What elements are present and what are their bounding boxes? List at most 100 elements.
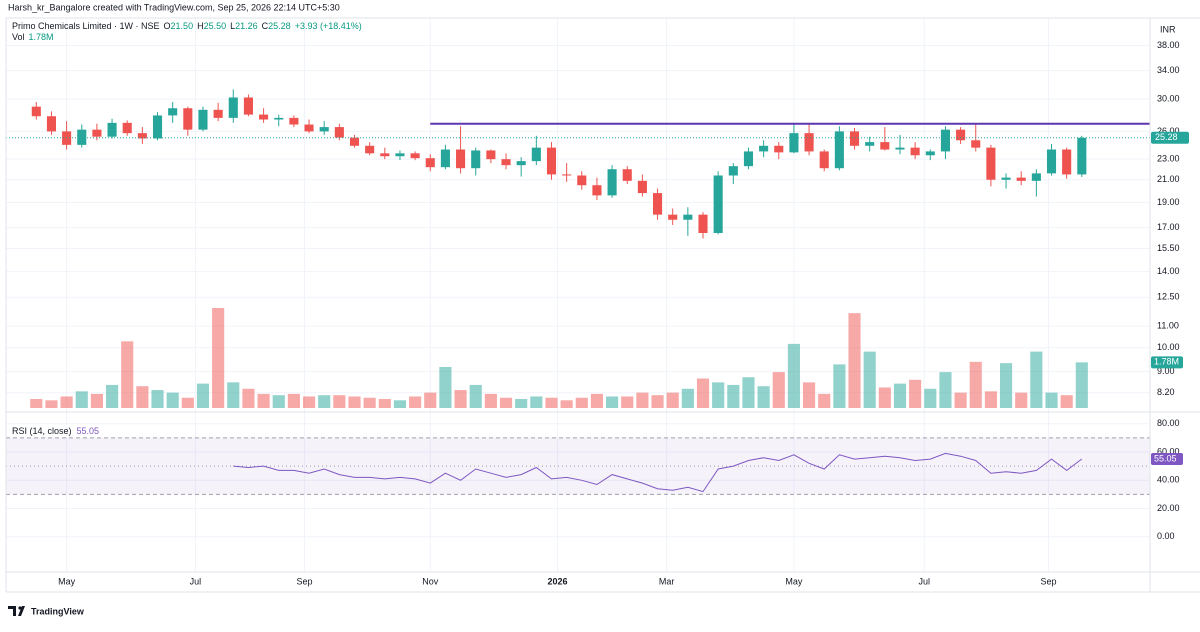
low-value: 21.26 (235, 21, 258, 31)
candle-body (365, 145, 375, 154)
candle-body (183, 108, 193, 130)
candle-body (713, 175, 723, 233)
candle-body (395, 153, 405, 157)
y-tick-label: 34.00 (1157, 65, 1180, 75)
change: +3.93 (+18.41%) (295, 21, 362, 31)
y-tick-label: 30.00 (1157, 93, 1180, 103)
candle-body (956, 129, 966, 141)
y-tick-label: 11.00 (1157, 321, 1179, 331)
candle-body (1062, 149, 1072, 175)
candle-body (304, 124, 314, 132)
x-tick-label: Sep (1040, 576, 1056, 586)
x-tick-label: Mar (659, 576, 675, 586)
candle-body (168, 108, 178, 116)
candle-body (410, 153, 420, 159)
volume-legend: Vol 1.78M (12, 32, 54, 42)
volume-bar (318, 395, 331, 408)
volume-bar (590, 393, 604, 408)
footer-logo: TradingView (8, 606, 85, 616)
attribution: Harsh_kr_Bangalore created with TradingV… (8, 2, 340, 12)
candle-body (728, 166, 738, 176)
rsi-line (233, 452, 1083, 493)
candle-body (759, 145, 769, 152)
x-tick-label: May (785, 576, 803, 586)
candle-body (1016, 177, 1026, 181)
volume-bar (257, 393, 270, 408)
candle-body (668, 214, 678, 220)
currency: INR (1160, 24, 1176, 34)
candle-body (334, 127, 344, 138)
candle-body (243, 97, 253, 115)
volume-bar (606, 396, 619, 408)
volume-bar (545, 397, 558, 408)
volume-bar (469, 384, 482, 408)
candle-body (471, 150, 481, 169)
volume-bar (954, 392, 967, 408)
candle-body (895, 147, 905, 150)
candle-body (289, 117, 299, 125)
volume-bar (363, 397, 376, 408)
volume-bar (515, 399, 528, 408)
candle-body (910, 147, 920, 156)
volume-tag-label: 1.78M (1154, 357, 1179, 367)
rsi-tick-label: 60.00 (1157, 446, 1180, 456)
volume-bar (121, 341, 134, 408)
rsi-tick-label: 40.00 (1157, 475, 1180, 485)
y-tick-label: 12.50 (1157, 292, 1180, 302)
volume-bar (196, 383, 210, 408)
candle-body (1001, 177, 1011, 180)
rsi-tag (1151, 452, 1183, 465)
candle-body (152, 115, 163, 139)
candle-body (213, 109, 223, 118)
candles (31, 89, 1087, 239)
candle-body (486, 150, 496, 160)
volume-bar (772, 372, 785, 408)
candle-body (122, 122, 132, 134)
volume-bars (30, 308, 1088, 408)
volume-tag (1151, 356, 1183, 369)
volume-bar (999, 363, 1013, 408)
volume-bar (878, 387, 891, 408)
volume-bar (696, 378, 710, 408)
legend-line: Primo Chemicals Limited · 1W · NSE O21.50… (12, 21, 362, 31)
candle-body (456, 149, 466, 169)
candle-body (592, 185, 602, 196)
candle-body (880, 142, 890, 150)
volume-bar (378, 399, 391, 408)
volume-bar (984, 391, 997, 408)
volume-bar (393, 400, 407, 408)
volume-bar (287, 393, 300, 408)
rsi-label: RSI (14, close) (12, 426, 72, 436)
candle-body (516, 161, 526, 166)
high-value: 25.50 (204, 21, 227, 31)
candle-body (865, 142, 875, 146)
candle-body (986, 147, 996, 180)
volume-bar (90, 393, 103, 408)
rsi-tick-label: 0.00 (1157, 531, 1175, 541)
candle-body (274, 117, 284, 120)
volume-bar (302, 396, 316, 408)
volume-bar (454, 390, 467, 408)
volume-bar (621, 396, 634, 408)
candle-body (319, 127, 329, 132)
low-label: L (230, 21, 235, 31)
volume-bar (1015, 392, 1028, 408)
rsi-tick-label: 80.00 (1157, 418, 1180, 428)
volume-bar (499, 397, 513, 408)
volume-bar (560, 400, 573, 408)
candle-body (789, 133, 799, 153)
volume-bar (924, 388, 937, 408)
candle-body (971, 140, 981, 148)
y-tick-label: 17.00 (1157, 222, 1180, 232)
volume-label: Vol (12, 32, 25, 42)
volume-bar (712, 382, 725, 408)
y-tick-label: 19.00 (1157, 197, 1180, 207)
open-label: O (164, 21, 171, 31)
volume-bar (909, 379, 922, 408)
candle-body (531, 147, 541, 162)
candle-body (137, 133, 147, 139)
candle-body (653, 193, 663, 215)
symbol: Primo Chemicals Limited · 1W · NSE (12, 21, 160, 31)
rsi-legend: RSI (14, close) 55.05 (12, 426, 99, 436)
volume-bar (863, 351, 876, 408)
